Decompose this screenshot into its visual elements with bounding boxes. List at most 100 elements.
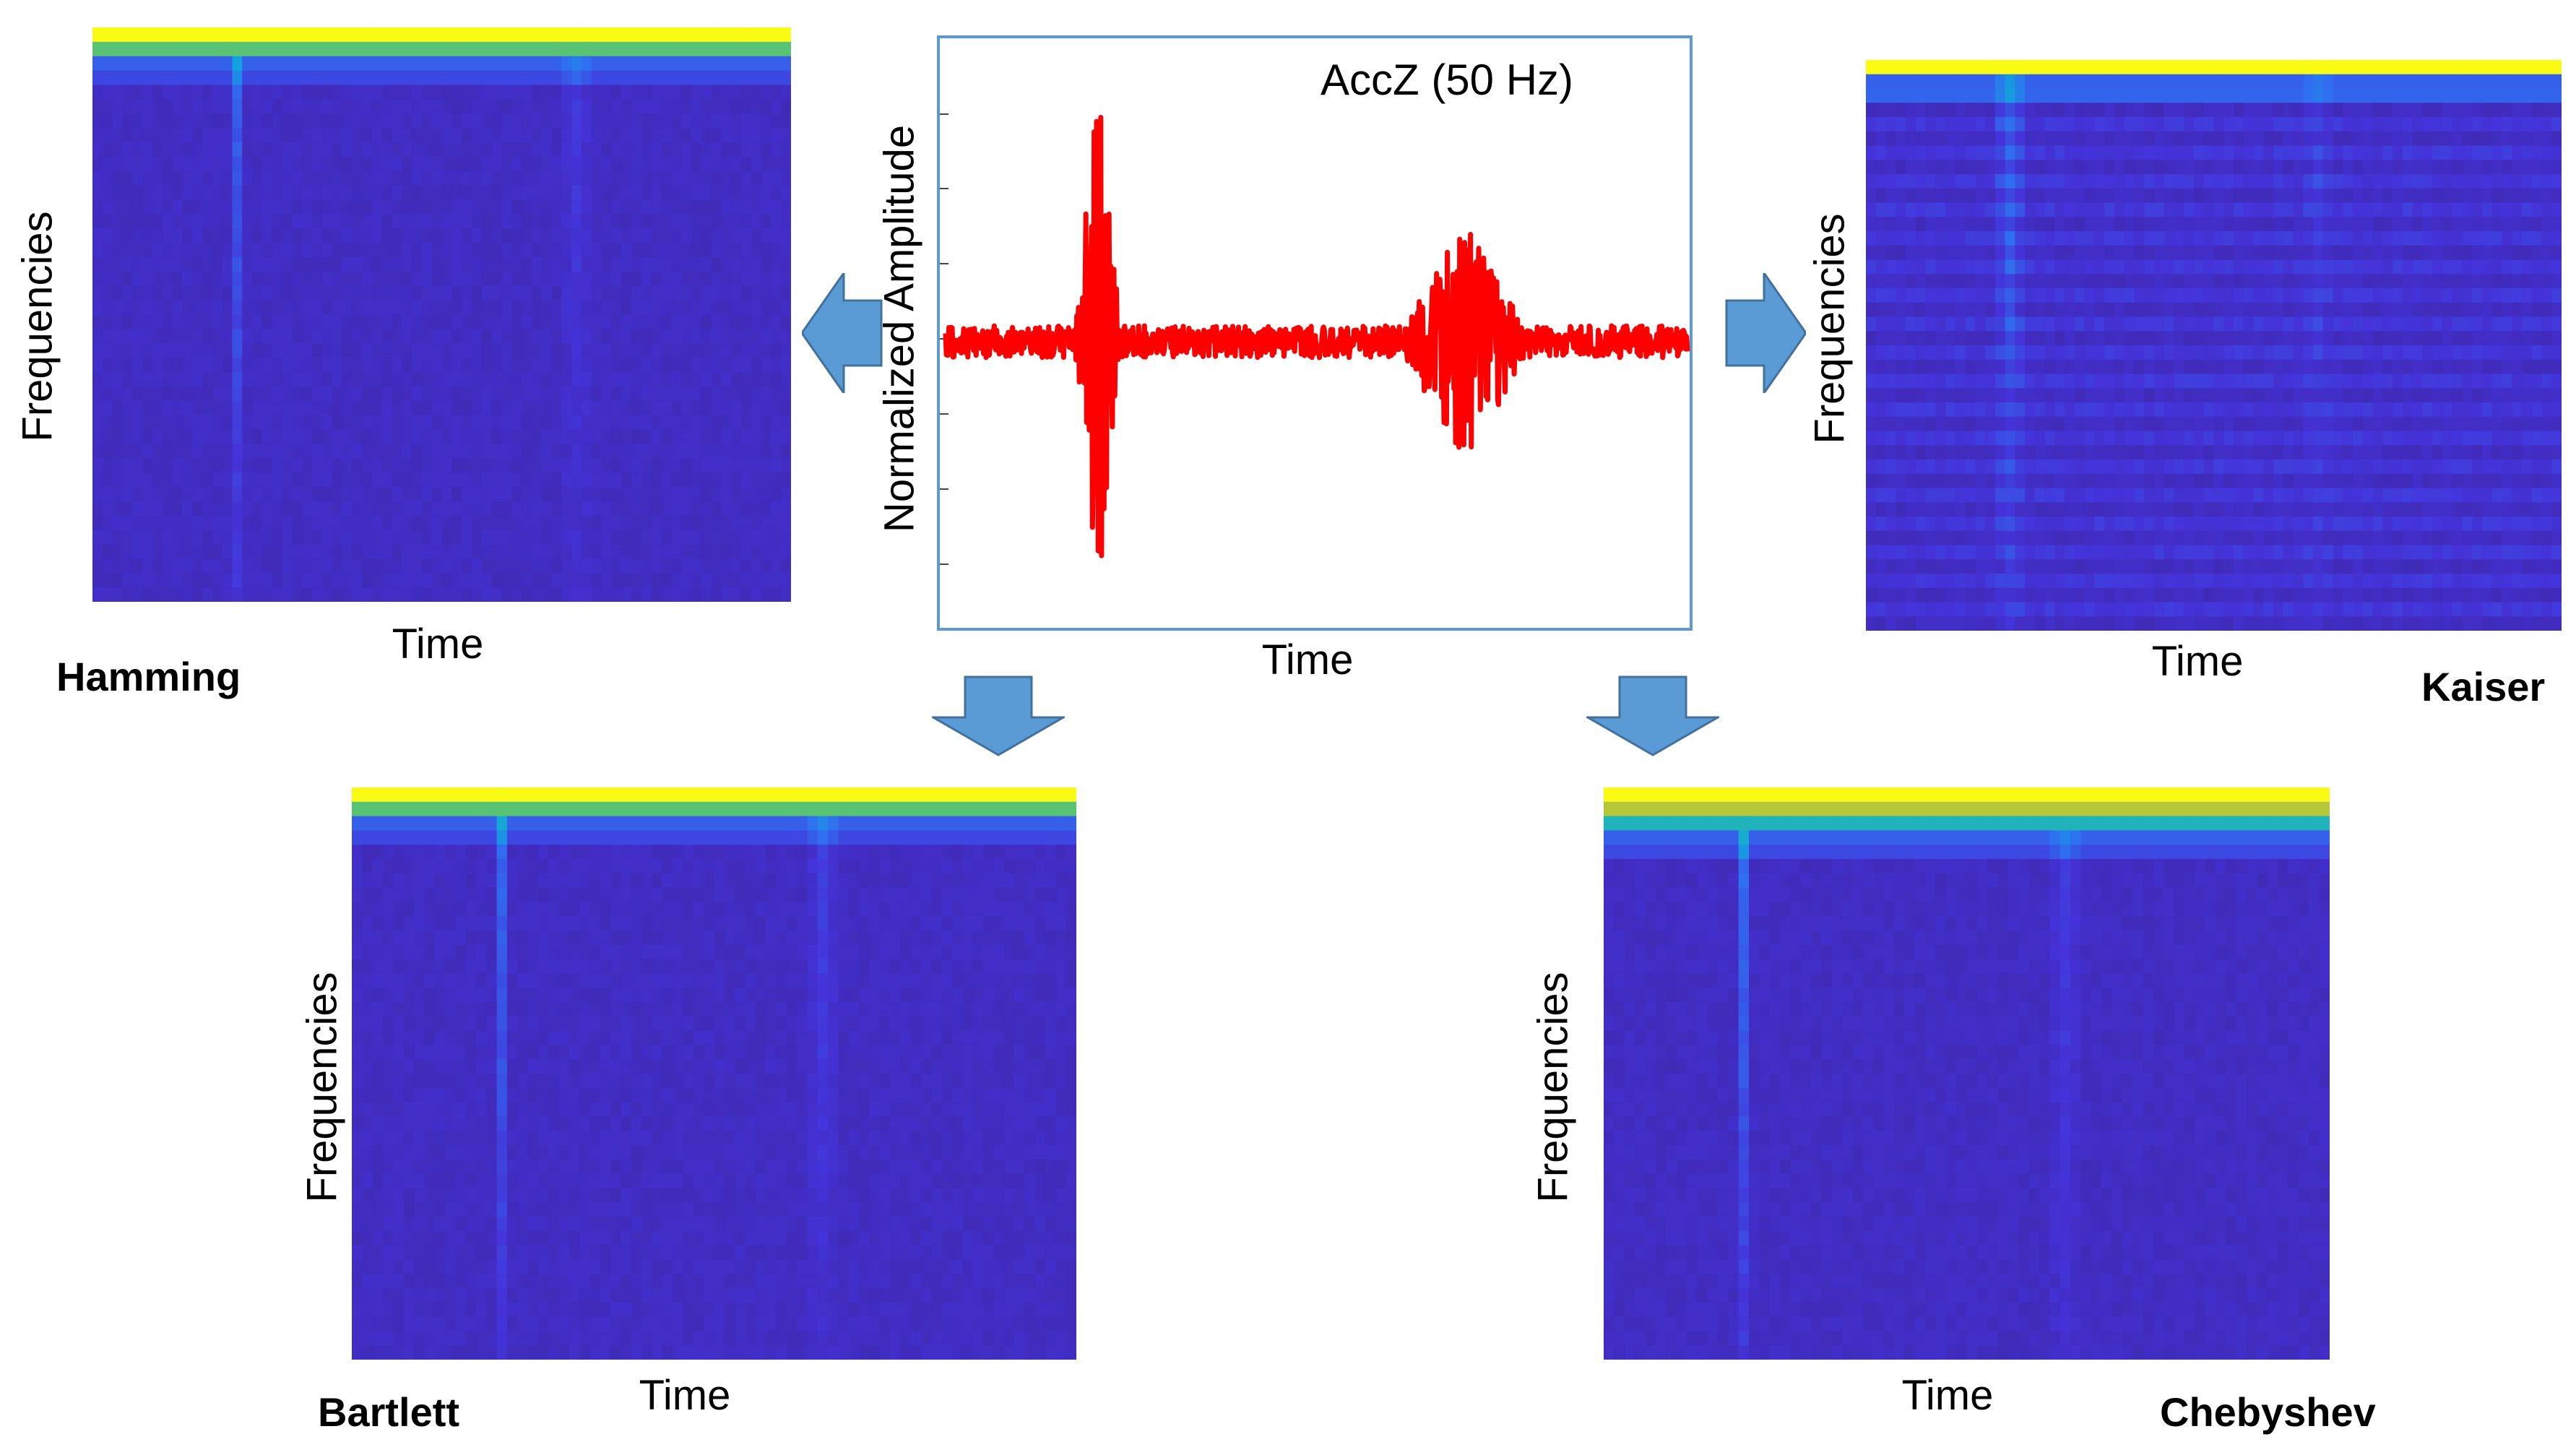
spectrogram-cell [152, 530, 163, 545]
spectrogram-cell [192, 99, 203, 114]
spectrogram-cell [1935, 316, 1946, 332]
spectrogram-cell [531, 185, 543, 201]
spectrogram-cell [711, 142, 722, 157]
spectrogram-cell [2402, 374, 2413, 389]
spectrogram-cell [431, 530, 443, 545]
spectrogram-cell [402, 400, 412, 416]
spectrogram-cell [212, 56, 223, 72]
spectrogram-cell [381, 415, 393, 431]
spectrogram-cell [2551, 359, 2562, 375]
spectrogram-cell [392, 271, 402, 287]
spectrogram-cell [1906, 202, 1916, 217]
spectrogram-cell [2025, 302, 2036, 318]
spectrogram-cell [2512, 74, 2523, 90]
spectrogram-cell [471, 185, 483, 201]
spectrogram-cell [691, 41, 702, 57]
spectrogram-cell [571, 515, 582, 531]
spectrogram-cell [681, 515, 692, 531]
spectrogram-cell [1885, 145, 1896, 160]
spectrogram-cell [2432, 402, 2443, 418]
spectrogram-cell [162, 99, 173, 114]
spectrogram-cell [1994, 488, 2006, 503]
spectrogram-cell [2393, 274, 2403, 289]
spectrogram-cell [581, 156, 592, 172]
spectrogram-cell [112, 386, 124, 402]
spectrogram-cell [122, 400, 133, 416]
spectrogram-cell [2114, 259, 2125, 275]
spectrogram-cell [771, 113, 782, 129]
spectrogram-cell [541, 156, 553, 172]
spectrogram-cell [192, 285, 203, 301]
spectrogram-cell [2462, 174, 2473, 189]
spectrogram-cell [1906, 74, 1916, 90]
spectrogram-cell [1985, 145, 1996, 160]
spectrogram-cell [102, 185, 113, 201]
spectrogram-cell [2124, 402, 2135, 418]
spectrogram-cell [2034, 160, 2046, 175]
spectrogram-cell [561, 99, 572, 114]
spectrogram-cell [522, 587, 532, 602]
spectrogram-cell [2313, 416, 2324, 432]
spectrogram-cell [431, 257, 443, 272]
spectrogram-cell [122, 530, 133, 545]
spectrogram-cell [342, 444, 353, 459]
spectrogram-cell [2343, 473, 2354, 489]
spectrogram-cell [691, 329, 702, 344]
spectrogram-cell [2273, 231, 2284, 246]
spectrogram-cell [2094, 402, 2105, 418]
spectrogram-cell [2521, 388, 2533, 403]
spectrogram-cell [2303, 74, 2314, 90]
spectrogram-cell [761, 85, 771, 100]
spectrogram-cell [501, 271, 512, 287]
spectrogram-cell [2065, 288, 2075, 303]
spectrogram-cell [731, 199, 742, 215]
spectrogram-cell [402, 573, 412, 588]
spectrogram-cell [2481, 359, 2493, 375]
spectrogram-cell [1925, 316, 1936, 332]
spectrogram-cell [691, 228, 702, 243]
spectrogram-cell [2353, 416, 2364, 432]
spectrogram-cell [2402, 402, 2413, 418]
spectrogram-cell [591, 300, 602, 316]
spectrogram-cell [132, 99, 143, 114]
spectrogram-cell [2322, 288, 2334, 303]
spectrogram-cell [2512, 402, 2523, 418]
spectrogram-cell [511, 199, 522, 215]
spectrogram-cell [522, 185, 532, 201]
spectrogram-cell [581, 358, 592, 373]
spectrogram-cell [491, 587, 502, 602]
spectrogram-cell [381, 314, 393, 329]
spectrogram-cell [631, 501, 642, 517]
spectrogram-cell [1875, 117, 1887, 132]
spectrogram-cell [691, 113, 702, 129]
spectrogram-cell [172, 99, 183, 114]
spectrogram-cell [1975, 388, 1986, 403]
spectrogram-cell [511, 544, 522, 559]
spectrogram-cell [522, 85, 532, 100]
spectrogram-cell [631, 573, 642, 588]
spectrogram-cell [182, 314, 193, 329]
spectrogram-cell [202, 170, 213, 186]
spectrogram-cell [611, 386, 622, 402]
spectrogram-cell [2412, 274, 2423, 289]
spectrogram-cell [2114, 88, 2125, 103]
spectrogram-cell [661, 41, 672, 57]
spectrogram-cell [2382, 245, 2393, 261]
spectrogram-cell [2362, 202, 2374, 217]
spectrogram-cell [102, 41, 113, 57]
spectrogram-cell [192, 257, 203, 272]
spectrogram-cell [731, 587, 742, 602]
spectrogram-cell [751, 472, 762, 488]
spectrogram-cell [2293, 302, 2304, 318]
spectrogram-cell [691, 573, 702, 588]
spectrogram-cell [2472, 345, 2483, 360]
spectrogram-cell [2174, 245, 2184, 261]
spectrogram-cell [292, 228, 303, 243]
spectrogram-cell [2054, 259, 2065, 275]
spectrogram-cell [2521, 117, 2533, 132]
spectrogram-cell [551, 142, 562, 157]
spectrogram-cell [661, 170, 672, 186]
spectrogram-cell [2531, 302, 2543, 318]
spectrogram-cell [1935, 459, 1946, 475]
spectrogram-cell [571, 358, 582, 373]
